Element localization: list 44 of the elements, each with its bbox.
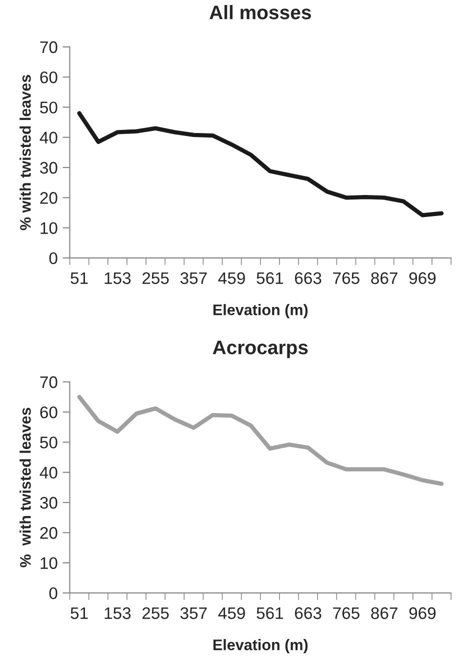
x-axis-title: Elevation (m) <box>213 639 308 654</box>
x-tick-label: 51 <box>70 272 88 284</box>
x-tick-label: 867 <box>371 607 398 620</box>
line-series <box>77 394 444 486</box>
y-tick-label: 40 <box>40 466 58 479</box>
x-tick-label: 255 <box>142 272 169 284</box>
x-tick-label: 255 <box>142 607 169 620</box>
y-tick-label: 20 <box>40 527 58 539</box>
x-tick-label: 663 <box>295 272 322 284</box>
y-axis-title: % with twisted leaves <box>20 74 31 230</box>
x-tick-label: 765 <box>333 272 360 284</box>
y-tick-label: 10 <box>40 222 58 234</box>
chart-title: Acrocarps <box>212 340 308 358</box>
x-axis-title: Elevation (m) <box>213 304 308 318</box>
y-tick-label: 0 <box>49 252 58 264</box>
y-tick-label: 30 <box>40 162 58 174</box>
x-tick-label: 765 <box>333 607 360 620</box>
x-tick-label: 357 <box>180 272 207 284</box>
x-tick-label: 867 <box>371 272 398 284</box>
x-tick-label: 561 <box>256 272 284 284</box>
x-tick-label: 561 <box>256 607 284 620</box>
y-tick-label: 20 <box>40 192 58 204</box>
x-tick-label: 153 <box>104 272 131 284</box>
chart-title: All mosses <box>210 5 311 20</box>
x-tick-label: 969 <box>409 607 436 620</box>
x-tick-label: 459 <box>218 607 245 620</box>
y-tick-label: 40 <box>40 132 58 144</box>
y-tick-label: 30 <box>40 496 58 509</box>
y-tick-label: 60 <box>40 71 58 84</box>
y-tick-label: 0 <box>49 587 58 600</box>
y-tick-label: 70 <box>40 41 58 54</box>
y-tick-label: 60 <box>40 406 58 418</box>
x-tick-label: 969 <box>409 272 436 284</box>
y-tick-label: 50 <box>40 102 58 114</box>
x-tick-label: 51 <box>70 607 88 620</box>
y-tick-label: 50 <box>40 436 58 448</box>
x-tick-label: 153 <box>104 607 131 620</box>
y-tick-label: 70 <box>40 376 58 388</box>
x-tick-label: 459 <box>218 272 245 284</box>
y-tick-label: 10 <box>40 557 58 570</box>
x-tick-label: 357 <box>180 607 207 620</box>
line-series <box>77 111 444 218</box>
y-axis-title: % with twisted leaves <box>20 408 31 568</box>
x-tick-label: 663 <box>295 607 322 620</box>
